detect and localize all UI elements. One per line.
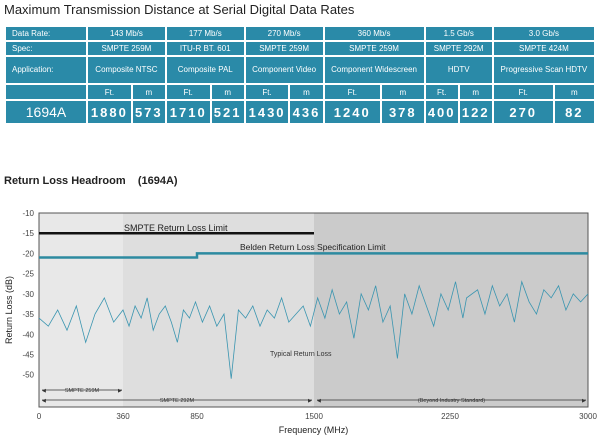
- m-value: 521: [211, 101, 244, 123]
- app-row: Application: Composite NTSC Composite PAL…: [6, 57, 594, 83]
- unit-m: m: [459, 85, 492, 99]
- ft-value: 1710: [166, 101, 210, 123]
- y-tick-label: -20: [22, 249, 34, 258]
- y-tick-label: -30: [22, 290, 34, 299]
- m-value: 573: [132, 101, 165, 123]
- app-cell: Component Widescreen: [324, 57, 424, 83]
- row-label: Spec:: [6, 42, 86, 55]
- app-cell: Component Video: [245, 57, 323, 83]
- region-beyond: [314, 213, 588, 407]
- rate-cell: 3.0 Gb/s: [493, 27, 594, 40]
- x-axis-label: Frequency (MHz): [279, 425, 349, 435]
- y-tick-label: -15: [22, 229, 34, 238]
- cable-name: 1694A: [6, 101, 86, 123]
- y-tick-label: -40: [22, 330, 34, 339]
- ft-value: 1430: [245, 101, 289, 123]
- beyond-arrowhead-left: ◀: [317, 398, 321, 404]
- unit-ft: Ft.: [88, 85, 131, 99]
- region-smpte259: [39, 213, 123, 407]
- unit-ft: Ft.: [324, 85, 380, 99]
- smpte292-arrowhead-right: ▶: [308, 398, 312, 404]
- unit-m: m: [382, 85, 424, 99]
- y-tick-label: -10: [22, 209, 34, 218]
- smpte-limit-label: SMPTE Return Loss Limit: [124, 223, 228, 233]
- x-tick-label: 850: [190, 412, 204, 421]
- spec-cell: SMPTE 424M: [493, 42, 594, 55]
- unit-m: m: [132, 85, 165, 99]
- spec-cell: SMPTE 259M: [88, 42, 165, 55]
- m-value: 82: [554, 101, 594, 123]
- unit-ft: Ft.: [493, 85, 553, 99]
- rate-cell: 177 Mb/s: [166, 27, 244, 40]
- ft-value: 400: [425, 101, 458, 123]
- curve-label: Typical Return Loss: [270, 351, 332, 358]
- spec-cell: ITU-R BT. 601: [166, 42, 244, 55]
- m-value: 436: [290, 101, 323, 123]
- chart-title: Return Loss Headroom (1694A): [4, 175, 178, 187]
- typical-return-loss-line: [38, 280, 589, 379]
- m-value: 122: [459, 101, 492, 123]
- rate-cell: 143 Mb/s: [88, 27, 165, 40]
- y-tick-label: -50: [22, 371, 34, 380]
- belden-limit-line: [39, 252, 588, 259]
- plot-frame: [38, 212, 589, 408]
- smpte259-label: SMPTE 259M: [65, 388, 100, 394]
- app-cell: Composite PAL: [166, 57, 244, 83]
- ft-value: 270: [493, 101, 553, 123]
- unit-m: m: [290, 85, 323, 99]
- belden-limit-label: Belden Return Loss Specification Limit: [240, 242, 386, 252]
- app-cell: HDTV: [425, 57, 492, 83]
- unit-ft: Ft.: [425, 85, 458, 99]
- smpte292-label: SMPTE 292M: [160, 398, 195, 404]
- spec-row: Spec: SMPTE 259M ITU-R BT. 601 SMPTE 259M S…: [6, 42, 594, 55]
- distance-table: Data Rate: 143 Mb/s 177 Mb/s 270 Mb/s 360 M…: [4, 25, 596, 125]
- beyond-arrowhead-right: ▶: [582, 398, 586, 404]
- unit-ft: Ft.: [166, 85, 210, 99]
- y-axis-label: Return Loss (dB): [4, 276, 14, 344]
- unit-ft: Ft.: [245, 85, 289, 99]
- y-tick-label: -45: [22, 350, 34, 359]
- y-tick-label: -25: [22, 270, 34, 279]
- smpte259-arrowhead-right: ▶: [118, 388, 122, 394]
- table-title: Maximum Transmission Distance at Serial …: [4, 2, 355, 17]
- m-value: 378: [382, 101, 424, 123]
- spec-cell: SMPTE 259M: [245, 42, 323, 55]
- rate-cell: 270 Mb/s: [245, 27, 323, 40]
- unit-row: Ft. m Ft. m Ft. m Ft. m Ft. m Ft. m: [6, 85, 594, 99]
- row-label: Data Rate:: [6, 27, 86, 40]
- value-row: 1694A 1880 573 1710 521 1430 436 1240 378 400 122…: [6, 101, 594, 123]
- app-cell: Composite NTSC: [88, 57, 165, 83]
- spec-cell: SMPTE 259M: [324, 42, 424, 55]
- x-tick-label: 2250: [441, 412, 459, 421]
- unit-m: m: [554, 85, 594, 99]
- x-tick-label: 3000: [579, 412, 597, 421]
- ft-value: 1240: [324, 101, 380, 123]
- x-tick-label: 1500: [305, 412, 323, 421]
- ft-value: 1880: [88, 101, 131, 123]
- rate-cell: 1.5 Gb/s: [425, 27, 492, 40]
- app-cell: Progressive Scan HDTV: [493, 57, 594, 83]
- y-tick-label: -35: [22, 310, 34, 319]
- spec-cell: SMPTE 292M: [425, 42, 492, 55]
- smpte259-arrowhead-left: ◀: [42, 388, 46, 394]
- beyond-label: (Beyond Industry Standard): [418, 398, 485, 404]
- rate-cell: 360 Mb/s: [324, 27, 424, 40]
- unit-m: m: [211, 85, 244, 99]
- row-label: Application:: [6, 57, 86, 83]
- x-tick-label: 360: [116, 412, 130, 421]
- rate-row: Data Rate: 143 Mb/s 177 Mb/s 270 Mb/s 360 M…: [6, 27, 594, 40]
- region-smpte292: [123, 213, 314, 407]
- x-tick-label: 0: [37, 412, 42, 421]
- smpte292-arrowhead-left: ◀: [42, 398, 46, 404]
- blank-cell: [6, 85, 86, 99]
